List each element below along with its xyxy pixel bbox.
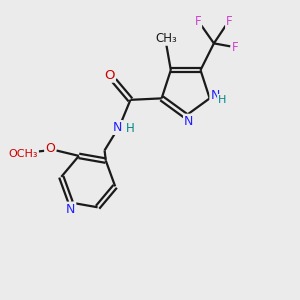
Text: N: N	[210, 89, 220, 103]
Text: H: H	[126, 122, 135, 135]
Text: F: F	[232, 41, 239, 54]
Text: F: F	[194, 16, 201, 28]
Text: F: F	[226, 16, 233, 28]
Text: N: N	[113, 121, 122, 134]
Text: O: O	[104, 69, 115, 82]
Text: N: N	[66, 202, 75, 216]
Text: OCH₃: OCH₃	[8, 149, 38, 159]
Text: H: H	[218, 95, 226, 105]
Text: O: O	[45, 142, 55, 155]
Text: CH₃: CH₃	[155, 32, 177, 45]
Text: N: N	[184, 115, 193, 128]
